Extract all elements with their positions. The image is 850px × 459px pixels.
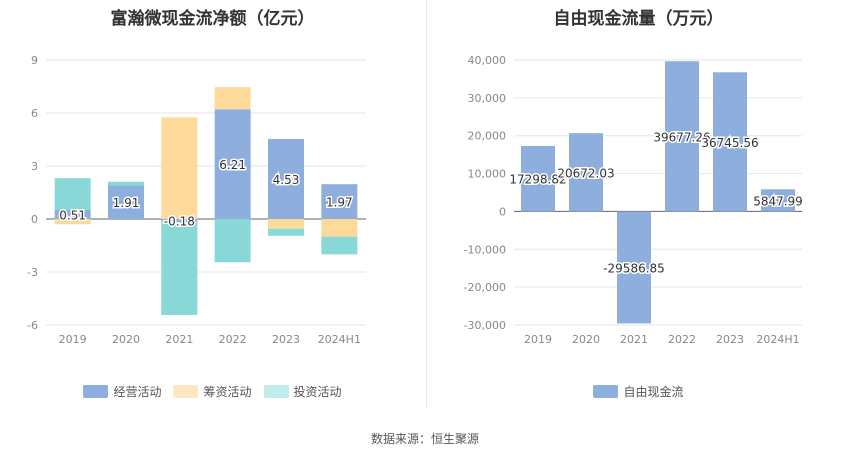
data-label: 5847.99	[753, 194, 803, 208]
data-label: -29586.85	[603, 261, 665, 275]
y-tick-label: -30,000	[464, 319, 506, 332]
bar	[54, 178, 91, 210]
legend-item-fcf[interactable]: 自由现金流	[593, 383, 684, 400]
left-legend: 经营活动 筹资活动 投资活动	[0, 383, 425, 400]
bar	[214, 219, 251, 263]
right-chart-svg: -30,000 -20,000 -10,000 0 10,000 20,000 30,000…	[464, 54, 805, 346]
legend-swatch	[173, 385, 199, 398]
y-tick-label: -6	[27, 319, 38, 332]
bar	[321, 219, 358, 237]
chart-title: 自由现金流量（万元）	[553, 9, 724, 29]
chart-title: 富瀚微现金流净额（亿元）	[110, 9, 315, 29]
y-tick-label: -3	[27, 266, 38, 279]
bar	[268, 228, 304, 236]
y-tick-label: 3	[31, 160, 38, 173]
y-tick-label: -20,000	[464, 281, 506, 294]
data-label: -0.18	[164, 215, 195, 229]
legend-item-financing[interactable]: 筹资活动	[173, 383, 252, 400]
legend-label: 自由现金流	[623, 385, 684, 399]
data-label: 1.97	[326, 196, 353, 210]
y-tick-label: 20,000	[468, 130, 507, 143]
x-tick-label: 2023	[272, 333, 300, 346]
data-label: 1.91	[113, 196, 140, 210]
bar	[321, 236, 358, 255]
y-tick-label: 0	[31, 213, 38, 226]
data-label: 4.53	[273, 173, 300, 187]
right-legend: 自由现金流	[427, 383, 850, 400]
legend-swatch	[83, 385, 109, 398]
bar	[54, 219, 91, 225]
bar	[161, 219, 198, 223]
legend-label: 经营活动	[113, 385, 162, 399]
y-tick-label: 40,000	[468, 54, 507, 67]
bar	[214, 109, 251, 219]
x-tick-label: 2020	[112, 333, 140, 346]
legend-item-operating[interactable]: 经营活动	[83, 383, 161, 400]
data-label: 39677.26	[653, 130, 710, 144]
y-tick-label: -10,000	[464, 243, 506, 256]
legend-label: 筹资活动	[203, 385, 252, 399]
bar	[214, 87, 251, 110]
panel-divider	[426, 0, 427, 408]
data-source-note: 数据来源：恒生聚源	[370, 432, 479, 446]
bar	[161, 117, 198, 219]
bar	[713, 72, 747, 212]
x-tick-label: 2019	[59, 333, 87, 346]
x-tick-label: 2024H1	[756, 333, 799, 346]
data-label: 17298.82	[509, 173, 566, 187]
data-label: 36745.56	[701, 136, 758, 150]
bar	[108, 181, 144, 186]
bar	[54, 209, 91, 219]
legend-swatch	[593, 385, 619, 398]
legend-swatch	[263, 385, 289, 398]
data-label: 0.51	[59, 208, 86, 222]
left-chart-svg: -6 -3 0 3 6 9 0.51 1.91 -0.18 6.21 4.53 1.97 2019 202…	[27, 54, 366, 346]
legend-label: 投资活动	[293, 385, 342, 399]
x-tick-label: 2019	[524, 333, 552, 346]
left-chart-panel: 富瀚微现金流净额（亿元） -6 -3 0 3 6 9 0.51 1.91 -0.18 6.21 4.…	[0, 0, 425, 410]
data-label: 20672.03	[557, 166, 614, 180]
right-chart-panel: 自由现金流量（万元） -30,000 -20,000 -10,000 0 10,000 2…	[427, 0, 850, 410]
bar	[108, 185, 144, 219]
bar	[521, 145, 555, 212]
y-tick-label: 0	[499, 205, 506, 218]
x-tick-label: 2024H1	[318, 333, 361, 346]
x-tick-label: 2021	[165, 333, 193, 346]
x-tick-label: 2022	[219, 333, 247, 346]
x-tick-label: 2023	[716, 333, 744, 346]
bar	[617, 211, 651, 324]
y-tick-label: 9	[31, 54, 38, 67]
bar	[268, 219, 304, 229]
y-tick-label: 10,000	[468, 168, 507, 181]
bar	[161, 222, 198, 315]
x-tick-label: 2021	[620, 333, 648, 346]
legend-item-investing[interactable]: 投资活动	[263, 383, 342, 400]
bar	[268, 138, 304, 219]
bar	[761, 189, 795, 212]
data-label: 6.21	[219, 158, 246, 172]
bar	[321, 184, 358, 219]
y-tick-label: 30,000	[468, 92, 507, 105]
y-tick-label: 6	[31, 107, 38, 120]
x-tick-label: 2020	[572, 333, 600, 346]
bar	[665, 61, 699, 212]
bar	[569, 133, 603, 212]
x-tick-label: 2022	[668, 333, 696, 346]
